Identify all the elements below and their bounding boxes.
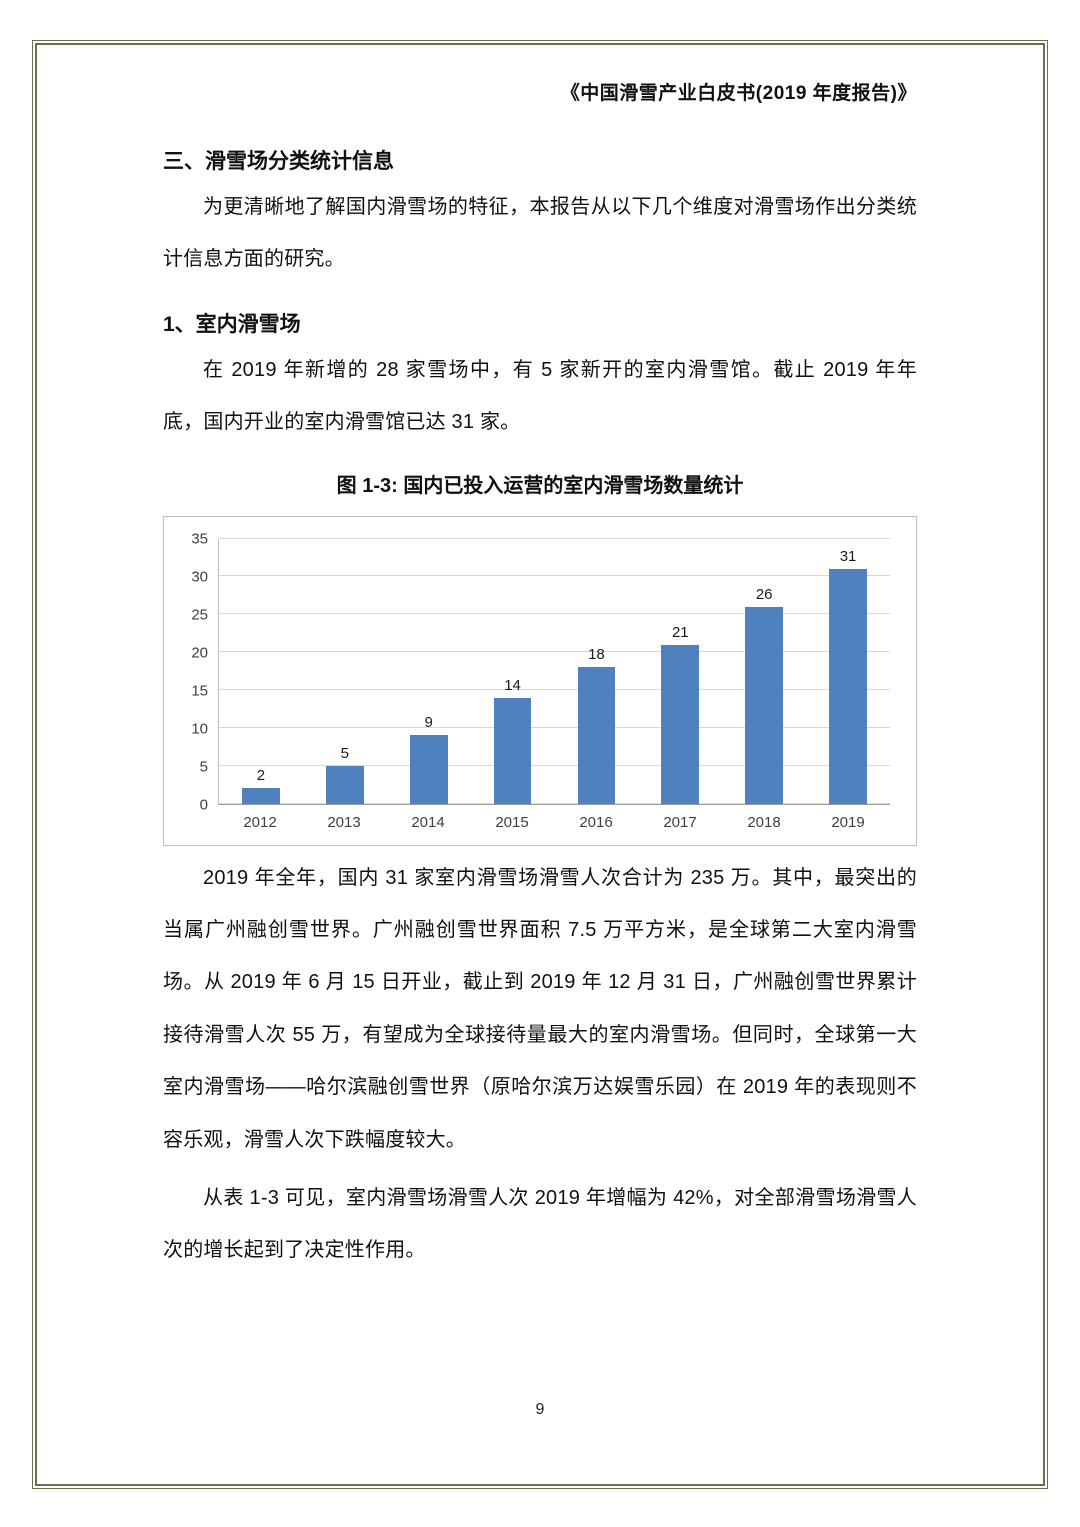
chart-gridline [219, 613, 890, 615]
bar-2017 [661, 644, 700, 804]
chart-ytick-label: 5 [199, 758, 208, 776]
chart-gridline [219, 764, 890, 766]
bar-2015 [493, 697, 532, 804]
figure-caption: 图 1-3: 国内已投入运营的室内滑雪场数量统计 [336, 474, 744, 497]
chart-plot-row: 0 5 10 15 20 25 30 35 2 5 9 14 18 21 26 31 [172, 530, 890, 813]
bar-2014 [409, 735, 448, 804]
bar-value-label: 18 [588, 646, 605, 664]
bar-column-2016: 18 [555, 539, 639, 804]
chart-ytick-label: 25 [191, 606, 208, 624]
bar-value-label: 14 [504, 676, 521, 694]
bar-value-label: 5 [340, 744, 349, 762]
chart-x-axis: 2012 2013 2014 2015 2016 2017 2018 2019 [218, 814, 890, 831]
chart-y-axis: 0 5 10 15 20 25 30 35 [172, 530, 218, 813]
chart-xtick-label: 2017 [663, 813, 697, 831]
chart-xtick-label: 2018 [747, 813, 781, 831]
chart-xtick-label: 2015 [495, 813, 529, 831]
page-content: 《中国滑雪产业白皮书(2019 年度报告)》 三、滑雪场分类统计信息 为更清晰地… [163, 83, 917, 1262]
bar-value-label: 26 [755, 585, 773, 603]
bar-column-2013: 5 [303, 539, 387, 804]
chart-plot-area: 2 5 9 14 18 21 26 31 [218, 537, 890, 805]
chart-gridline [219, 689, 890, 690]
section-heading: 三、滑雪场分类统计信息 [163, 150, 394, 173]
chart-ytick-label: 0 [199, 796, 208, 814]
paragraph-intro: 为更清晰地了解国内滑雪场的特征，本报告从以下几个维度对滑雪场作出分类统计信息方面… [163, 196, 917, 271]
bar-2012 [242, 788, 280, 804]
bar-column-2018: 26 [722, 539, 806, 804]
chart-xtick-label: 2019 [831, 813, 865, 831]
bar-2013 [325, 765, 364, 804]
chart-gridline [219, 802, 890, 804]
chart-xtick-label: 2012 [243, 813, 277, 831]
bar-value-label: 31 [839, 547, 857, 565]
paragraph-growth: 从表 1-3 可见，室内滑雪场滑雪人次 2019 年增幅为 42%，对全部滑雪场… [163, 1186, 917, 1262]
bar-value-label: 9 [424, 714, 433, 732]
chart-ytick-label: 20 [191, 644, 208, 662]
figure-1-3-chart: 0 5 10 15 20 25 30 35 2 5 9 14 18 21 26 31 2012 2013 201… [163, 515, 917, 846]
chart-gridline [219, 651, 890, 653]
bar-column-2019: 31 [806, 539, 890, 804]
bar-2018 [745, 606, 784, 804]
paragraph-detail: 2019 年全年，国内 31 家室内滑雪场滑雪人次合计为 235 万。其中，最突… [163, 866, 917, 1151]
bar-2019 [829, 568, 867, 804]
paragraph-indoor: 在 2019 年新增的 28 家雪场中，有 5 家新开的室内滑雪馆。截止 201… [163, 358, 917, 434]
chart-gridline [219, 726, 890, 728]
chart-gridline [219, 575, 890, 577]
chart-xtick-label: 2016 [579, 813, 613, 831]
chart-gridline [219, 537, 890, 539]
chart-ytick-label: 35 [191, 530, 208, 548]
chart-ytick-label: 30 [191, 568, 208, 586]
subsection-heading: 1、室内滑雪场 [163, 312, 301, 336]
bar-column-2012: 2 [219, 539, 303, 804]
bar-value-label: 21 [671, 623, 689, 641]
document-header-title: 《中国滑雪产业白皮书(2019 年度报告)》 [560, 83, 917, 104]
bar-value-label: 2 [256, 767, 266, 785]
chart-ytick-label: 15 [191, 682, 208, 700]
chart-bars: 2 5 9 14 18 21 26 31 [219, 539, 890, 804]
bar-2016 [577, 667, 616, 804]
bar-column-2017: 21 [638, 539, 722, 804]
bar-column-2014: 9 [387, 539, 471, 804]
page-number: 9 [535, 1401, 545, 1418]
chart-xtick-label: 2013 [327, 813, 361, 831]
chart-ytick-label: 10 [191, 720, 208, 738]
bar-column-2015: 14 [471, 539, 555, 804]
chart-xtick-label: 2014 [411, 813, 445, 831]
